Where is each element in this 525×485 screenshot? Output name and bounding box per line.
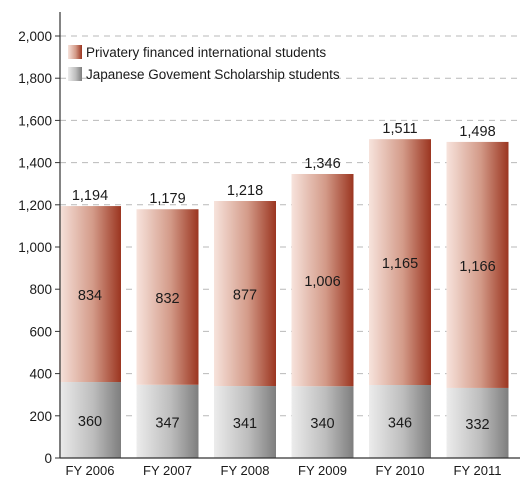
legend: Privatery financed international student…: [68, 45, 340, 82]
segment-label-government: 341: [233, 416, 257, 432]
y-tick-label: 1,000: [18, 240, 52, 255]
segment-label-private: 1,006: [304, 274, 340, 290]
bar-segment-government: [369, 384, 431, 458]
bar-segment-government: [291, 386, 354, 458]
bar-segment-government: [446, 387, 509, 458]
segment-label-private: 1,165: [382, 256, 418, 272]
bars: [59, 139, 509, 458]
y-tick-label: 200: [29, 409, 52, 424]
y-tick-label: 1,600: [18, 113, 52, 128]
bar-segment-private: [446, 141, 509, 388]
axes: 0 200 400 600 800 1,000 1,200 1,400 1,600 1,800 2,…: [18, 12, 520, 478]
x-tick-label: FY 2009: [298, 463, 347, 478]
segment-label-private: 877: [233, 288, 257, 304]
total-label: 1,218: [227, 183, 263, 199]
bar-segment-private: [214, 201, 276, 387]
x-tick-label: FY 2006: [66, 463, 115, 478]
x-tick-label: FY 2007: [143, 463, 192, 478]
total-label: 1,511: [382, 121, 417, 137]
x-tick-label: FY 2010: [376, 463, 425, 478]
bar-segment-government: [214, 386, 276, 458]
bar-segment-private: [291, 173, 354, 387]
legend-label: Japanese Govement Scholarship students: [86, 67, 340, 82]
y-tick-label: 800: [29, 282, 52, 297]
x-tick-label: FY 2008: [221, 463, 270, 478]
legend-swatch: [68, 67, 82, 81]
bar-segment-government: [59, 382, 121, 458]
total-label: 1,194: [72, 188, 108, 204]
data-labels: 360 834 1,194 347 832 1,179 341 877 1,218 340 1,00…: [72, 121, 496, 433]
y-tick-label: 1,200: [18, 198, 52, 213]
segment-label-private: 1,166: [459, 259, 495, 275]
total-label: 1,346: [304, 156, 340, 172]
y-tick-label: 1,400: [18, 156, 52, 171]
y-tick-label: 400: [29, 367, 52, 382]
bar-segment-private: [136, 209, 199, 385]
total-label: 1,498: [459, 124, 495, 140]
bar-segment-government: [136, 384, 199, 458]
y-tick-label: 2,000: [18, 29, 52, 44]
segment-label-government: 332: [465, 417, 489, 433]
bar-segment-private: [369, 139, 431, 385]
y-tick-label: 600: [29, 324, 52, 339]
x-tick-label: FY 2011: [454, 463, 502, 478]
y-tick-label: 0: [44, 451, 52, 466]
segment-label-government: 360: [78, 414, 102, 430]
segment-label-private: 832: [155, 291, 179, 307]
segment-label-government: 346: [388, 415, 412, 431]
total-label: 1,179: [149, 191, 185, 207]
legend-swatch: [68, 45, 82, 59]
legend-label: Privatery financed international student…: [86, 45, 326, 60]
segment-label-government: 347: [155, 415, 179, 431]
segment-label-government: 340: [310, 416, 334, 432]
bar-segment-private: [59, 206, 121, 383]
y-tick-label: 1,800: [18, 71, 52, 86]
segment-label-private: 834: [78, 288, 102, 304]
